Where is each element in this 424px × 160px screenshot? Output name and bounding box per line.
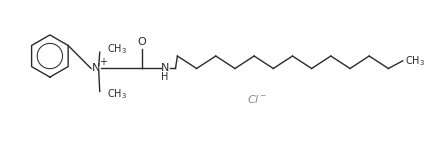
- Text: N: N: [92, 64, 100, 73]
- Text: H: H: [161, 72, 169, 82]
- Text: N: N: [161, 64, 169, 73]
- Text: +: +: [99, 57, 106, 67]
- Text: CH$_3$: CH$_3$: [107, 42, 127, 56]
- Text: CH$_3$: CH$_3$: [107, 88, 127, 101]
- Text: O: O: [137, 37, 146, 47]
- Text: Cl$^-$: Cl$^-$: [247, 93, 267, 105]
- Text: CH$_3$: CH$_3$: [404, 54, 424, 68]
